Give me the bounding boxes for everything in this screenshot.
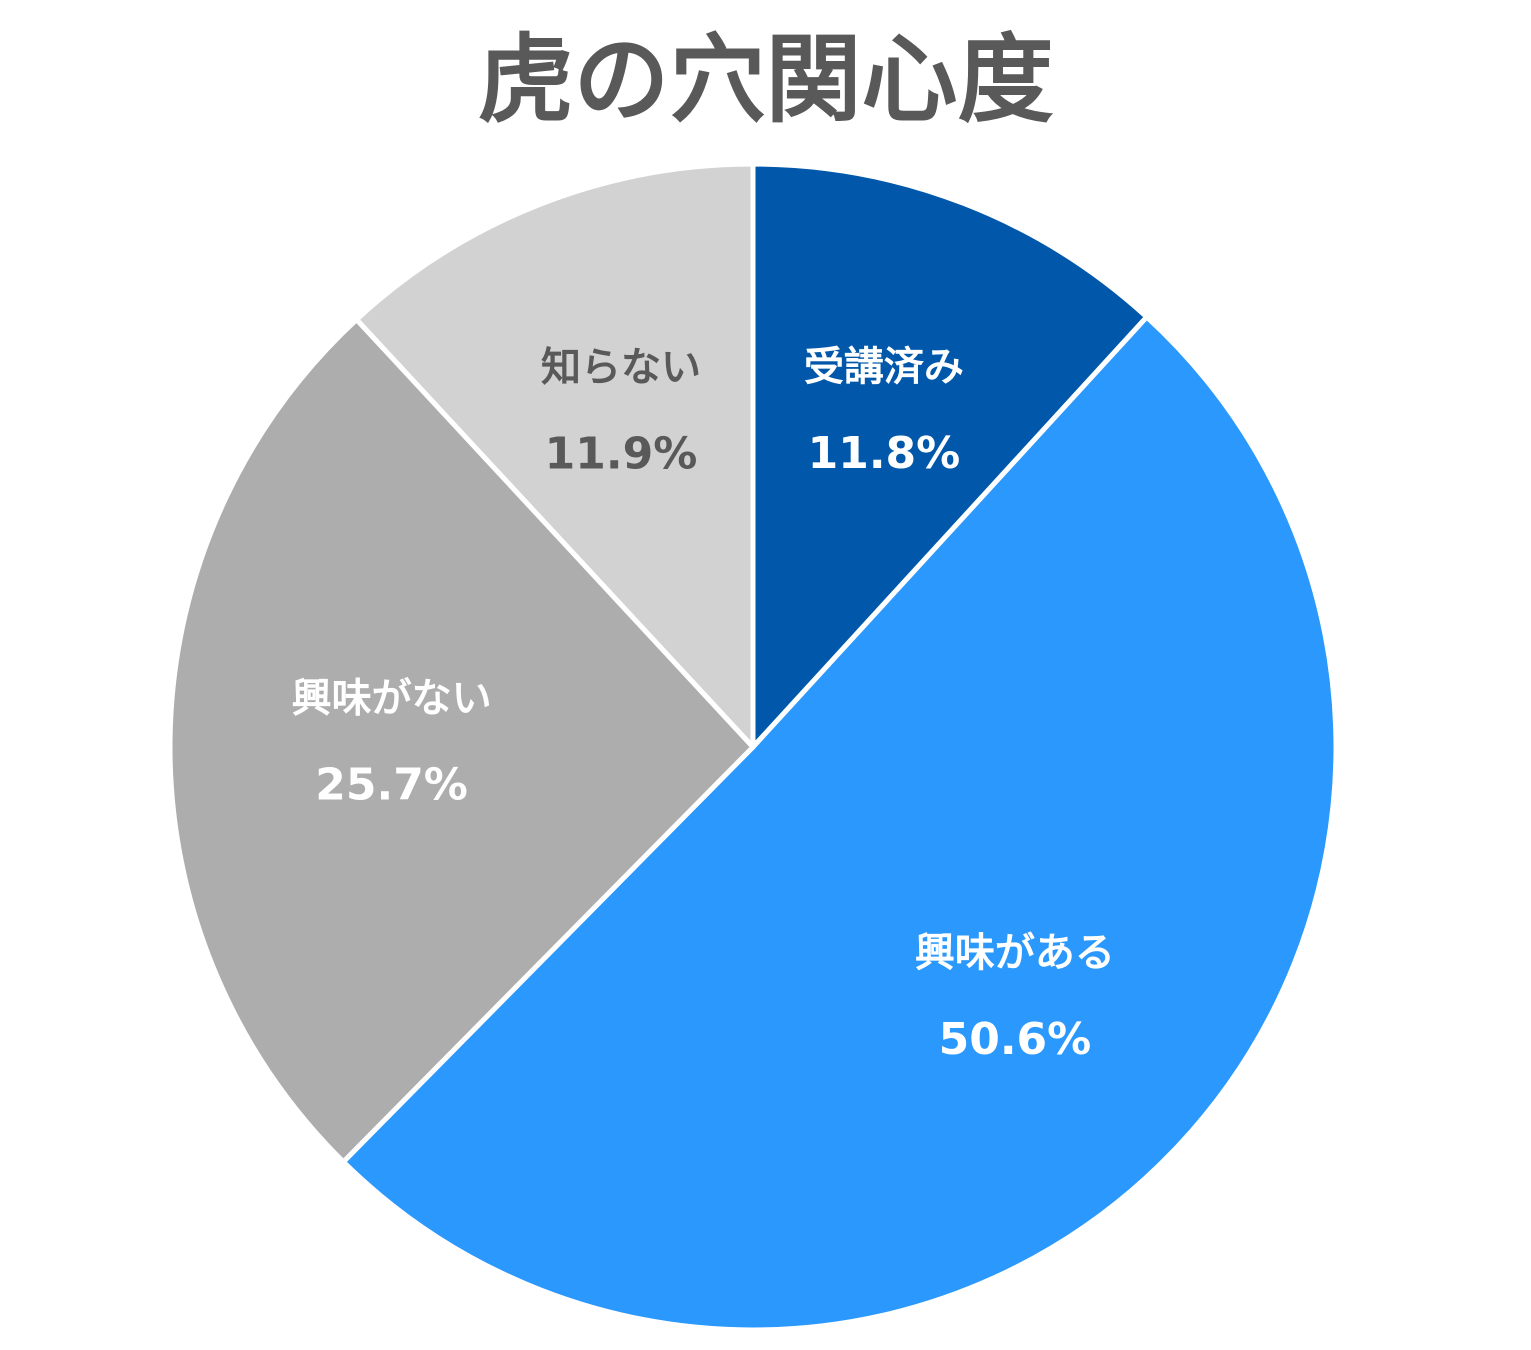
pie-labels: 受講済み 11.8% 興味がある 50.6% 興味がない 25.7% 知らない 11.9% <box>292 344 1115 1065</box>
pie-slice-1-label: 受講済み <box>804 344 964 390</box>
pie-slice-3 <box>167 317 756 1165</box>
pie-slice-3-value: 25.7% <box>315 759 468 810</box>
chart-title: 虎の穴関心度 <box>477 24 1054 136</box>
pie-slice-4-label: 知らない <box>541 345 701 391</box>
pie-slice-2-value: 50.6% <box>939 1014 1092 1065</box>
pie-slice-2 <box>340 314 1339 1333</box>
pie-slice-1 <box>750 161 1150 750</box>
pie-slice-1-value: 11.8% <box>808 428 961 479</box>
pie-slice-4 <box>354 161 756 750</box>
pie-slice-2-label: 興味がある <box>915 930 1115 976</box>
pie-slice-4-value: 11.9% <box>545 429 698 480</box>
pie-slices <box>167 161 1339 1333</box>
pie-slice-3-label: 興味がない <box>292 675 492 721</box>
